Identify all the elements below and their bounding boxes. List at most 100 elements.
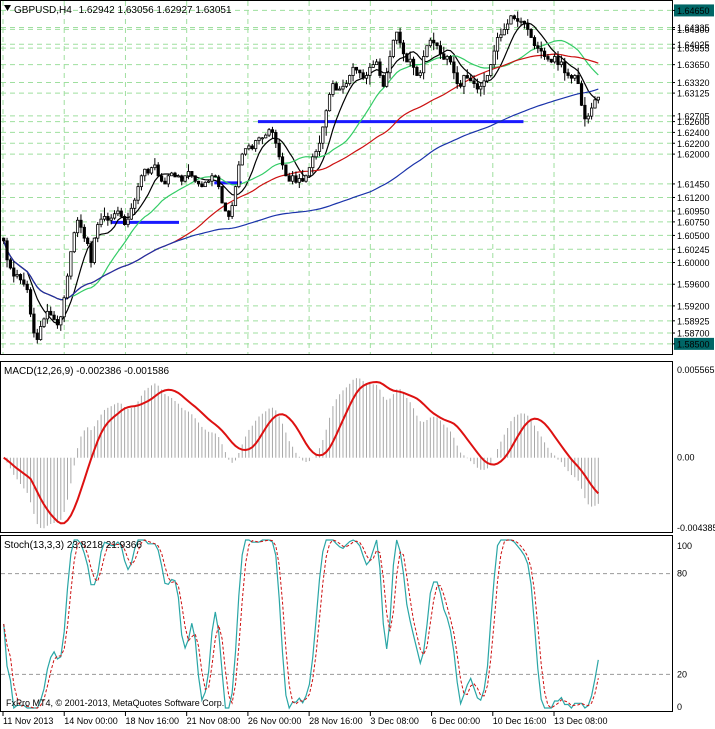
candle-body [159, 175, 164, 182]
candle-body [324, 110, 328, 128]
candle-body [532, 37, 537, 47]
price-tick-label: 1.58500 [677, 339, 710, 349]
time-tick-label: 28 Nov 16:00 [309, 716, 363, 726]
price-tick-label: 1.63125 [677, 89, 710, 99]
candle-body [203, 181, 207, 188]
candle-body [89, 243, 93, 263]
candle-body [237, 164, 241, 188]
candle-body [133, 199, 137, 209]
price-tick-label: 1.62200 [677, 139, 710, 149]
time-tick-label: 18 Nov 16:00 [125, 716, 179, 726]
candle-body [297, 178, 301, 183]
candle-body [569, 75, 574, 79]
price-panel-title: GBPUSD,H4 1.62942 1.63056 1.62927 1.6305… [14, 5, 232, 16]
candle-body [267, 129, 271, 136]
macd-tick-label: -0.004385 [677, 523, 715, 533]
candle-body [428, 39, 432, 47]
price-tick-label: 1.60000 [677, 258, 710, 268]
candle-body [193, 175, 197, 182]
price-tick-label: 1.60950 [677, 207, 710, 217]
candle-body [52, 314, 56, 320]
candle-body [119, 210, 123, 217]
macd-signal-path [3, 380, 600, 525]
price-tick-label: 1.62600 [677, 117, 710, 127]
candle-body [176, 175, 180, 178]
candle-body [338, 88, 342, 91]
candle-body [143, 168, 147, 177]
candle-body [351, 66, 355, 76]
price-tick-label: 1.62400 [677, 128, 710, 138]
candle-body [12, 267, 16, 277]
price-tick-label: 1.59600 [677, 280, 710, 290]
candle-body [579, 83, 584, 106]
candle-body [344, 83, 348, 87]
candle-body [153, 164, 157, 169]
candle-body [170, 172, 174, 177]
candle-body [526, 23, 530, 30]
candle-body [388, 56, 392, 74]
candle-body [247, 145, 251, 150]
candle-body [126, 218, 130, 225]
candle-body [455, 72, 459, 85]
copyright-label: FxPro MT4, © 2001-2013, MetaQuotes Softw… [6, 698, 224, 708]
time-tick-label: 3 Dec 08:00 [370, 716, 419, 726]
candle-body [79, 219, 83, 228]
candle-body [196, 180, 201, 185]
candle-body [378, 61, 382, 76]
time-axis: 11 Nov 2013 14 Nov 00:00 18 Nov 16:00 21 No… [2, 712, 608, 726]
candle-body [401, 42, 406, 55]
price-tick-label: 1.63650 [677, 60, 710, 70]
candle-body [469, 77, 473, 82]
candle-body [418, 72, 422, 76]
candle-body [432, 39, 436, 44]
time-tick-label: 10 Dec 16:00 [493, 716, 547, 726]
price-tag-bg [674, 4, 714, 17]
candle-body [65, 275, 70, 299]
time-tick-label: 21 Nov 08:00 [187, 716, 241, 726]
candle-body [482, 80, 486, 87]
candle-body [28, 289, 33, 315]
candle-body [220, 186, 224, 204]
macd-signal-line [3, 380, 600, 525]
candle-body [516, 18, 520, 22]
candle-body [492, 50, 496, 66]
candle-body [32, 313, 36, 334]
candle-body [479, 85, 483, 90]
candle-body [69, 251, 73, 277]
candle-body [596, 96, 600, 101]
candle-body [509, 15, 513, 25]
candle-body [408, 58, 412, 63]
candle-body [284, 164, 288, 177]
candle-body [539, 47, 543, 52]
candle-body [317, 142, 322, 152]
candle-body [519, 20, 523, 23]
candle-body [465, 75, 469, 79]
candle-body [405, 53, 409, 63]
macd-tick-label: 0.005565 [677, 365, 715, 375]
candle-body [586, 115, 590, 120]
candle-body [254, 140, 258, 150]
candle-body [448, 56, 453, 63]
candle-body [495, 37, 500, 52]
candle-body [2, 237, 6, 242]
candle-body [146, 168, 150, 174]
ohlc-label: 1.62942 1.63056 1.62927 1.63051 [79, 5, 232, 16]
candle-body [190, 171, 194, 177]
candle-body [304, 175, 308, 182]
candle-body [166, 175, 170, 185]
candle-body [395, 31, 399, 41]
candle-body [112, 213, 117, 219]
candle-body [129, 207, 133, 220]
candle-body [287, 175, 291, 182]
candle-body [233, 186, 238, 207]
candle-body [327, 94, 332, 112]
candle-body [180, 175, 184, 182]
moving-averages [3, 22, 599, 325]
candle-body [156, 164, 160, 177]
candle-body [341, 85, 345, 90]
candle-body [385, 72, 389, 87]
price-tick-label: 1.59200 [677, 301, 710, 311]
candle-body [277, 142, 281, 158]
candle-body [563, 61, 567, 74]
stoch-signal-line [3, 539, 599, 709]
